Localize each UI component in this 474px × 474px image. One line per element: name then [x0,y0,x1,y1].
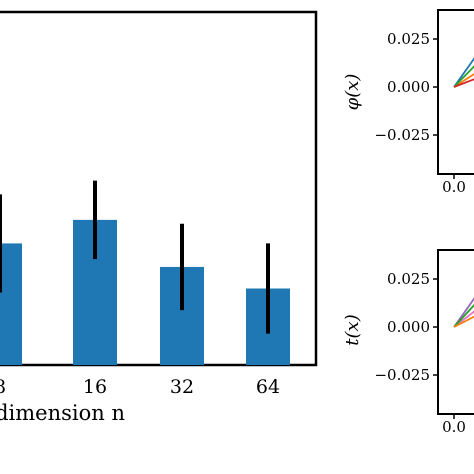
series-line-2 [453,65,474,88]
bars-group [0,180,290,365]
phi-x-tick-label: 0.0 [442,178,466,196]
phi-panel-frame [437,9,474,175]
t-x-tick-label: 0.0 [442,418,466,436]
x-tick-64: 64 [256,376,280,398]
series-line-3 [453,78,474,88]
y-tick-label: −0.025 [374,126,430,144]
phi-lines-group [453,57,474,88]
series-line-1 [453,310,474,328]
y-tick-label: 0.000 [387,318,430,336]
x-tick-16: 16 [83,376,107,398]
t-panel: 0.025 0.000 −0.025 0.0 t(x) [342,249,474,436]
x-axis-title: t dimension n [0,401,125,425]
y-tick-label: −0.025 [374,366,430,384]
phi-y-axis-title: φ(x) [342,74,363,111]
bar-8 [0,243,22,365]
y-tick-label: 0.000 [387,78,430,96]
t-panel-frame [437,249,474,415]
series-line-1 [453,73,474,88]
series-line-3 [453,315,474,328]
series-line-2 [453,303,474,328]
t-y-tick-labels: 0.025 0.000 −0.025 [374,270,455,419]
x-tick-8: 8 [0,376,6,398]
x-tick-labels: 8 16 32 64 [0,376,280,398]
bar-chart-frame [0,10,318,367]
phi-panel: 0.025 0.000 −0.025 0.0 φ(x) [342,9,474,196]
phi-y-tick-labels: 0.025 0.000 −0.025 [374,30,455,179]
series-line-0 [453,57,474,88]
t-y-axis-title: t(x) [342,314,363,345]
x-tick-32: 32 [170,376,194,398]
y-tick-label: 0.025 [387,270,430,288]
y-tick-label: 0.025 [387,30,430,48]
bar-chart-panel: 8 16 32 64 t dimension n [0,10,318,425]
t-lines-group [453,297,474,328]
series-line-0 [453,297,474,328]
